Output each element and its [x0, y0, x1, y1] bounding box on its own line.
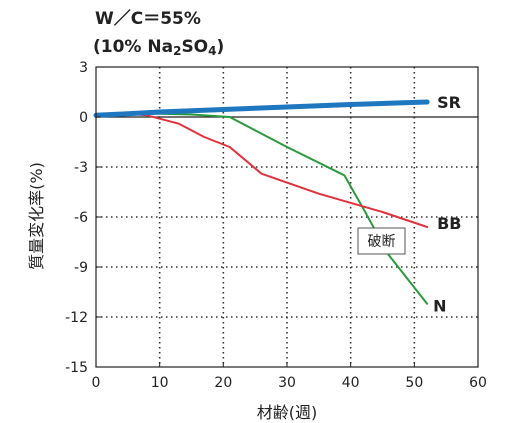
y-tick-label: -12: [65, 310, 88, 326]
series-line-sr: [93, 99, 430, 118]
y-tick-label: 0: [79, 110, 88, 126]
x-tick-label: 40: [342, 375, 360, 391]
series-line-bb: [95, 112, 429, 228]
x-tick-label: 30: [278, 375, 296, 391]
series-labels: SR BB N: [433, 93, 461, 316]
series-label-n: N: [433, 297, 446, 316]
annotation-text: 破断: [368, 234, 396, 250]
x-tick-label: 10: [151, 375, 169, 391]
chart-title-line1: W／C＝55%: [95, 8, 201, 29]
y-tick-label: -9: [74, 260, 88, 276]
x-tick-label: 50: [405, 375, 423, 391]
x-tick-label: 60: [469, 375, 487, 391]
chart-title-line2: (10% Na2SO4): [93, 37, 224, 58]
series-label-sr: SR: [437, 93, 461, 112]
series-line-n: [95, 112, 429, 305]
y-tick-label: -6: [74, 210, 88, 226]
x-tick-label: 0: [92, 375, 101, 391]
y-tick-label: -15: [65, 360, 88, 376]
y-tick-label: 3: [79, 60, 88, 76]
series-label-bb: BB: [437, 214, 461, 233]
annotation-box: [357, 227, 406, 255]
x-axis-title: 材齢(週): [257, 403, 318, 422]
y-tick-label: -3: [74, 160, 88, 176]
y-axis-title: 質量変化率(%): [27, 162, 46, 270]
x-tick-label: 20: [214, 375, 232, 391]
annotation-break: 破断: [357, 227, 406, 255]
series-group: [93, 99, 430, 305]
